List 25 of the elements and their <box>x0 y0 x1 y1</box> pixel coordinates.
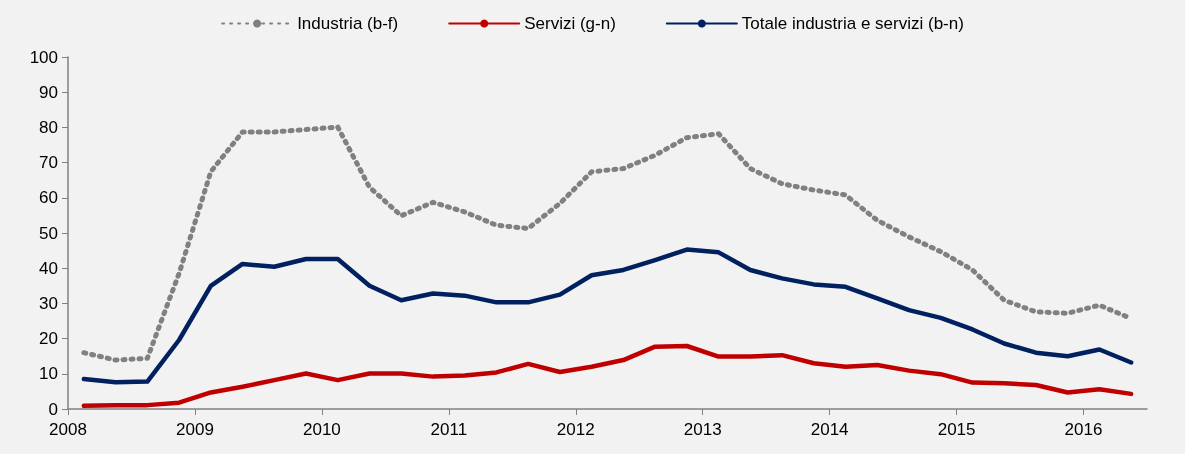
line-series <box>81 343 1134 409</box>
y-tick-label: 10 <box>39 364 58 384</box>
y-tick-label: 80 <box>39 117 58 137</box>
x-tick-label: 2011 <box>430 420 468 439</box>
y-tick-label: 30 <box>39 293 58 313</box>
x-tick-label: 2010 <box>302 420 341 439</box>
y-tick-label: 100 <box>29 47 58 67</box>
legend-label: Servizi (g-n) <box>524 14 616 33</box>
x-tick-label: 2014 <box>810 420 849 439</box>
x-tick-label: 2008 <box>49 420 87 439</box>
legend-label: Totale industria e servizi (b-n) <box>741 14 964 33</box>
x-tick-label: 2009 <box>176 420 214 439</box>
y-tick-label: 60 <box>39 188 58 208</box>
y-tick-label: 20 <box>39 329 58 349</box>
x-tick-label: 2013 <box>683 420 722 439</box>
x-tick-label: 2012 <box>556 420 595 439</box>
line-series <box>81 247 1134 385</box>
y-tick-label: 0 <box>48 399 58 419</box>
y-tick-label: 40 <box>39 258 58 278</box>
y-tick-label: 50 <box>39 223 58 243</box>
x-tick-label: 2015 <box>937 420 976 439</box>
x-tick-label: 2016 <box>1064 420 1103 439</box>
y-tick-label: 90 <box>39 82 58 102</box>
legend-label: Industria (b-f) <box>297 14 399 33</box>
y-tick-label: 70 <box>39 153 58 173</box>
